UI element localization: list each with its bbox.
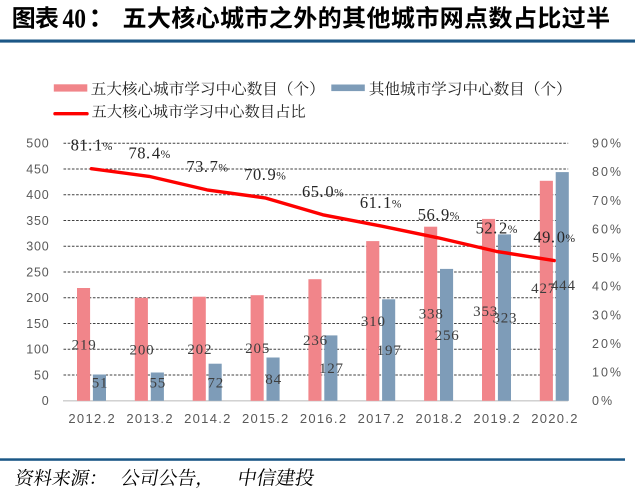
- svg-text:200: 200: [130, 342, 155, 358]
- svg-text:10%: 10%: [592, 366, 621, 380]
- svg-text:51: 51: [92, 376, 109, 392]
- svg-text:323: 323: [492, 311, 517, 327]
- svg-text:73.7%: 73.7%: [186, 157, 228, 176]
- svg-text:353: 353: [473, 304, 498, 320]
- svg-text:78.4%: 78.4%: [129, 143, 171, 162]
- svg-text:2013.2: 2013.2: [126, 411, 174, 426]
- svg-text:2019.2: 2019.2: [473, 411, 521, 426]
- svg-text:310: 310: [361, 314, 386, 330]
- svg-text:70%: 70%: [592, 194, 621, 208]
- svg-text:80%: 80%: [592, 165, 621, 179]
- svg-text:300: 300: [26, 240, 49, 254]
- svg-text:72: 72: [207, 375, 224, 391]
- svg-text:2017.2: 2017.2: [358, 411, 406, 426]
- svg-text:444: 444: [551, 278, 576, 294]
- svg-text:40%: 40%: [592, 280, 621, 294]
- svg-text:236: 236: [303, 333, 328, 349]
- svg-text:2015.2: 2015.2: [242, 411, 290, 426]
- svg-text:205: 205: [245, 341, 270, 357]
- svg-text:30%: 30%: [592, 308, 621, 322]
- svg-text:20%: 20%: [592, 337, 621, 351]
- svg-text:100: 100: [26, 343, 49, 357]
- svg-text:197: 197: [377, 343, 402, 359]
- svg-text:2012.2: 2012.2: [68, 411, 116, 426]
- svg-text:60%: 60%: [592, 223, 621, 237]
- svg-text:2016.2: 2016.2: [300, 411, 348, 426]
- svg-text:40: 40: [63, 4, 87, 34]
- svg-text:338: 338: [419, 307, 444, 323]
- svg-text:50%: 50%: [592, 251, 621, 265]
- svg-text:0%: 0%: [592, 394, 612, 408]
- svg-text:150: 150: [26, 317, 49, 331]
- svg-text:2014.2: 2014.2: [184, 411, 232, 426]
- svg-text:50: 50: [34, 368, 50, 382]
- svg-text:2020.2: 2020.2: [531, 411, 579, 426]
- svg-text:127: 127: [319, 361, 344, 377]
- svg-text:350: 350: [26, 214, 49, 228]
- svg-text:200: 200: [26, 291, 49, 305]
- svg-text:202: 202: [187, 342, 212, 358]
- svg-text:219: 219: [72, 337, 97, 353]
- svg-text:70.9%: 70.9%: [244, 165, 286, 184]
- svg-text:400: 400: [26, 188, 49, 202]
- svg-text:52.2%: 52.2%: [476, 218, 518, 237]
- svg-text:256: 256: [435, 328, 460, 344]
- svg-text:427: 427: [531, 281, 556, 297]
- svg-text:250: 250: [26, 265, 49, 279]
- svg-text:500: 500: [26, 137, 49, 151]
- svg-text:61.1%: 61.1%: [360, 193, 402, 212]
- svg-text:49.0%: 49.0%: [533, 228, 575, 247]
- svg-text:56.9%: 56.9%: [418, 205, 460, 224]
- svg-text:0: 0: [42, 394, 50, 408]
- svg-text:65.0%: 65.0%: [302, 182, 344, 201]
- svg-text:450: 450: [26, 162, 49, 176]
- svg-text:90%: 90%: [592, 137, 621, 151]
- svg-text:81.1%: 81.1%: [71, 136, 113, 155]
- svg-text:84: 84: [265, 372, 282, 388]
- svg-text:2018.2: 2018.2: [416, 411, 464, 426]
- svg-text:55: 55: [149, 376, 166, 392]
